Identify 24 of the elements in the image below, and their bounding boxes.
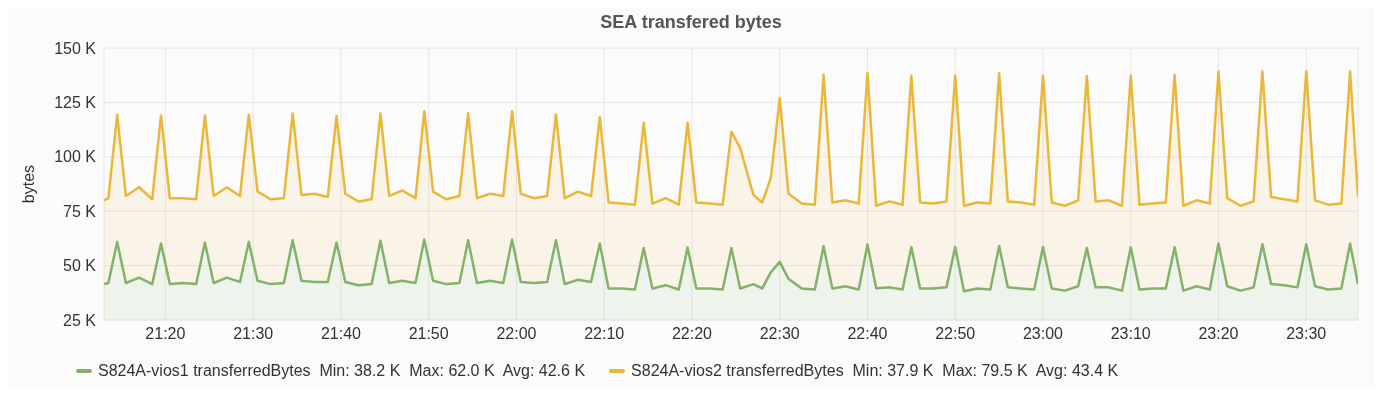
x-tick-label: 22:40: [847, 325, 888, 343]
x-tick-label: 23:10: [1110, 325, 1151, 343]
legend-label: S824A-vios2 transferredBytes Min: 37.9 K Max: 79.5 K Avg: 43.4 K: [631, 362, 1119, 380]
x-tick-label: 21:40: [320, 325, 362, 343]
y-tick-label: 150 K: [54, 39, 97, 57]
legend-label: S824A-vios1 transferredBytes Min: 38.2 K Max: 62.0 K Avg: 42.6 K: [98, 362, 586, 380]
y-axis-title: bytes: [19, 164, 37, 204]
x-tick-label: 21:50: [408, 325, 449, 343]
y-tick-label: 50 K: [63, 257, 97, 275]
x-tick-label: 23:00: [1022, 325, 1064, 343]
y-tick-label: 25 K: [63, 311, 97, 329]
y-tick-label: 125 K: [54, 94, 97, 112]
x-tick-label: 21:30: [233, 325, 274, 343]
y-tick-label: 100 K: [54, 148, 97, 166]
x-tick-label: 22:30: [759, 325, 800, 343]
x-tick-label: 22:10: [584, 325, 625, 343]
x-tick-label: 23:20: [1198, 325, 1239, 343]
x-tick-label: 22:50: [935, 325, 976, 343]
x-tick-label: 22:20: [671, 325, 713, 343]
x-tick-label: 21:20: [145, 325, 186, 343]
chart-title: SEA transfered bytes: [599, 11, 783, 34]
y-tick-label: 75 K: [63, 202, 97, 220]
x-tick-label: 23:30: [1286, 325, 1327, 343]
x-tick-label: 22:00: [496, 325, 537, 343]
